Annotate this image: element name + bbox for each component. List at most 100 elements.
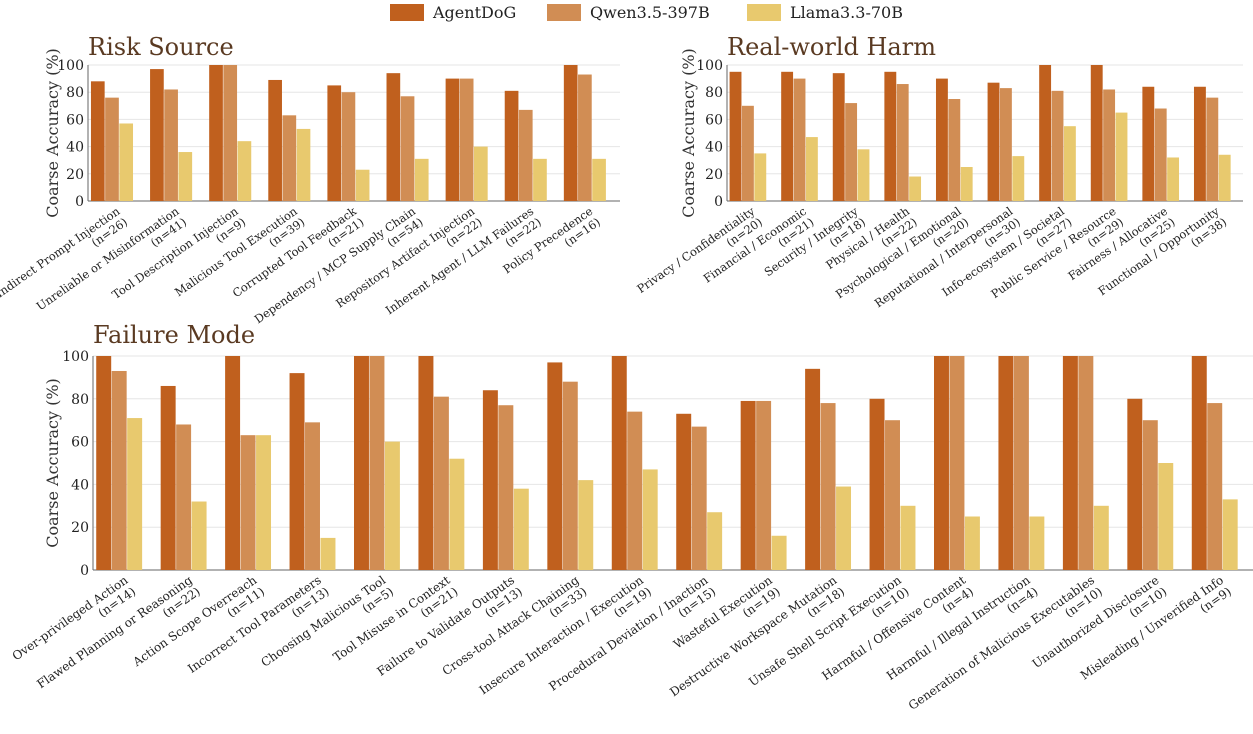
bar — [1039, 65, 1052, 201]
bar — [729, 71, 742, 201]
bar — [627, 411, 643, 570]
bar — [987, 82, 1000, 201]
y-tick-label: 0 — [80, 563, 89, 579]
bar — [178, 152, 193, 201]
y-tick-label: 60 — [66, 112, 84, 128]
bar — [869, 398, 885, 570]
bar — [578, 74, 592, 201]
bar — [1207, 403, 1223, 570]
y-tick-label: 80 — [66, 85, 84, 101]
bar — [562, 381, 578, 570]
chart-title: Risk Source — [88, 33, 234, 61]
bar — [289, 373, 305, 570]
legend-label-agentdog: AgentDoG — [433, 3, 517, 22]
y-tick-label: 100 — [62, 349, 89, 365]
bar — [754, 153, 767, 201]
y-tick-label: 100 — [57, 58, 84, 74]
bar — [935, 78, 948, 201]
bar — [741, 105, 754, 201]
legend-item-agentdog: AgentDoG — [390, 3, 516, 22]
bar — [884, 71, 897, 201]
bar — [150, 69, 164, 201]
bar — [282, 115, 297, 201]
bar — [418, 356, 434, 570]
bar — [1218, 154, 1231, 201]
bar — [384, 441, 400, 570]
bar — [691, 426, 707, 570]
x-tick-label-name: Tool Misuse in Context — [331, 573, 453, 664]
bar — [642, 469, 658, 570]
bar — [1051, 90, 1064, 201]
chart-title: Real-world Harm — [727, 33, 936, 61]
bar — [1142, 86, 1155, 201]
bar — [909, 176, 922, 201]
y-axis-label: Coarse Accuracy (%) — [679, 48, 698, 218]
y-tick-label: 40 — [71, 477, 89, 493]
bar — [832, 73, 845, 201]
legend-label-llama: Llama3.3-70B — [790, 3, 903, 22]
y-tick-label: 80 — [71, 392, 89, 408]
y-tick-label: 20 — [66, 167, 84, 183]
bar — [111, 370, 127, 570]
bar — [533, 158, 547, 201]
x-tick-label-name: Over-privileged Action — [10, 573, 131, 664]
bar — [1167, 157, 1180, 201]
bar — [999, 88, 1012, 201]
y-axis-label: Coarse Accuracy (%) — [43, 378, 62, 548]
y-tick-label: 20 — [71, 520, 89, 536]
bar — [90, 81, 105, 201]
bar — [707, 512, 723, 570]
y-axis-label: Coarse Accuracy (%) — [43, 48, 62, 218]
legend-swatch-agentdog — [390, 4, 424, 21]
bar — [857, 149, 870, 201]
y-tick-label: 0 — [714, 194, 723, 210]
bar — [1090, 65, 1103, 201]
bar — [305, 422, 320, 570]
bar — [504, 90, 519, 201]
y-tick-label: 40 — [705, 140, 723, 156]
bar — [1103, 89, 1116, 201]
bar — [96, 356, 112, 570]
bar — [320, 537, 336, 570]
bar — [237, 141, 252, 201]
chart-title: Failure Mode — [93, 321, 255, 349]
bar — [771, 535, 787, 570]
legend: AgentDoG Qwen3.5-397B Llama3.3-70B — [0, 0, 1253, 26]
bar — [176, 424, 192, 570]
bar — [934, 356, 949, 570]
bar — [805, 137, 818, 201]
bar — [896, 84, 909, 201]
bar — [1206, 97, 1219, 201]
legend-label-qwen: Qwen3.5-397B — [590, 3, 710, 22]
bar — [513, 488, 529, 570]
bar — [341, 92, 356, 201]
bar — [1063, 126, 1076, 201]
bar — [781, 71, 794, 201]
bar — [949, 356, 965, 570]
bar — [1193, 86, 1206, 201]
legend-swatch-llama — [747, 4, 781, 21]
bar — [327, 85, 342, 201]
bar — [160, 385, 176, 570]
bar — [240, 435, 256, 570]
bar — [578, 480, 594, 570]
bar — [473, 146, 488, 201]
bar — [885, 420, 900, 570]
y-tick-label: 100 — [696, 58, 723, 74]
bar — [805, 368, 821, 570]
bar — [1062, 356, 1078, 570]
bar — [400, 96, 415, 201]
bar — [1142, 420, 1158, 570]
y-tick-label: 60 — [71, 435, 89, 451]
bar — [948, 99, 961, 201]
bar — [449, 458, 465, 570]
legend-item-qwen: Qwen3.5-397B — [547, 3, 710, 22]
bar — [964, 516, 980, 570]
bar — [676, 413, 692, 570]
bar — [386, 73, 401, 201]
bar — [433, 396, 449, 570]
